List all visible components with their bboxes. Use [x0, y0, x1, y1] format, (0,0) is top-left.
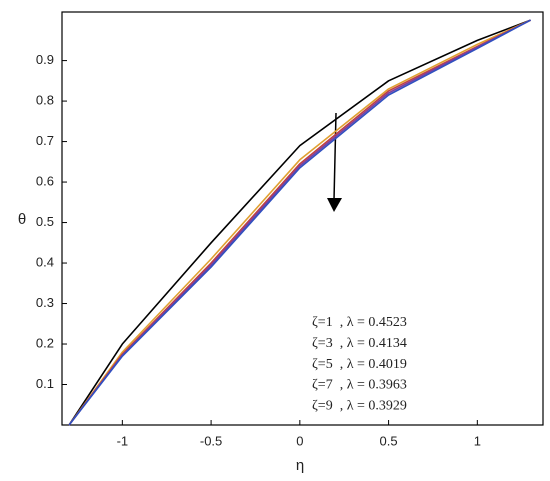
line-series: [68, 19, 531, 426]
arrow-head: [327, 198, 342, 212]
y-tick-label: 0.5: [36, 214, 54, 229]
legend-entry: ζ=9 , λ = 0.3929: [312, 398, 407, 413]
y-tick-label: 0.8: [36, 93, 54, 108]
y-tick-label: 0.1: [36, 376, 54, 391]
x-axis-label: η: [296, 457, 304, 474]
legend-entry: ζ=5 , λ = 0.4019: [312, 357, 407, 372]
y-tick-label: 0.2: [36, 335, 54, 350]
y-tick-label: 0.4: [36, 254, 54, 269]
line-series: [68, 19, 531, 426]
arrow-shaft: [333, 112, 337, 201]
legend-entry: ζ=3 , λ = 0.4134: [312, 336, 407, 351]
x-tick-label: 1: [474, 433, 481, 448]
y-tick-label: 0.7: [36, 133, 54, 148]
y-tick-label: 0.9: [36, 52, 54, 67]
y-tick-label: 0.6: [36, 173, 54, 188]
y-tick-label: 0.3: [36, 295, 54, 310]
legend-entry: ζ=1 , λ = 0.4523: [312, 315, 407, 330]
x-tick-label: 0: [296, 433, 303, 448]
line-series: [68, 19, 531, 426]
y-axis-label: θ: [18, 211, 26, 228]
line-series: [68, 19, 531, 426]
x-tick-label: -1: [117, 433, 129, 448]
line-series: [68, 19, 531, 426]
plot-frame: [61, 11, 544, 426]
legend-entry: ζ=7 , λ = 0.3963: [312, 378, 407, 393]
x-tick-label: -0.5: [200, 433, 222, 448]
x-tick-label: 0.5: [380, 433, 398, 448]
